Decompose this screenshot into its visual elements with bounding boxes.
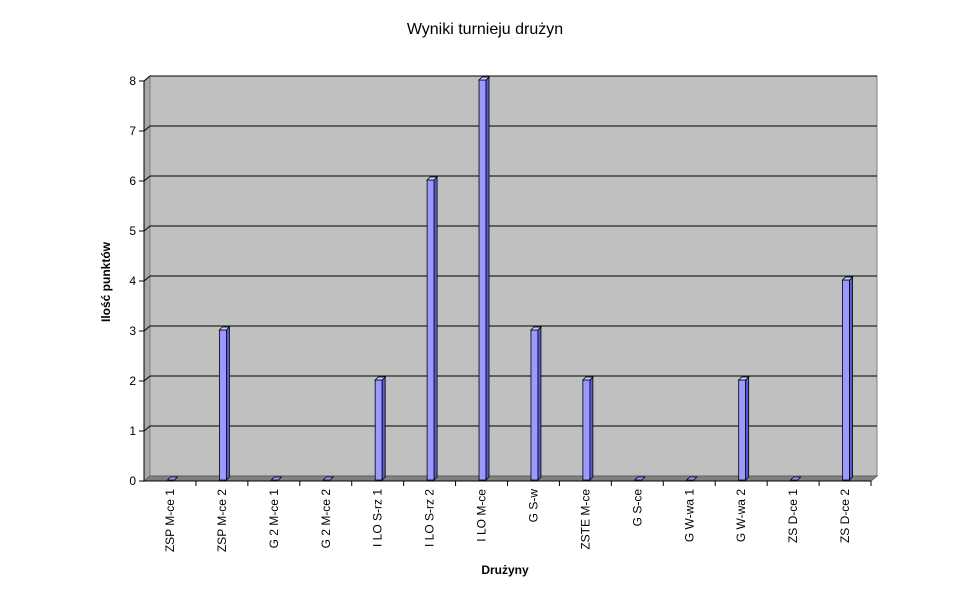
bar-flat: [789, 476, 802, 481]
gridline-side: [143, 375, 151, 382]
bar: [789, 476, 802, 481]
bar-side: [589, 376, 594, 481]
bar-face: [530, 329, 539, 481]
bar: [581, 376, 594, 481]
y-tick-label: 0: [129, 474, 136, 488]
bar-side: [225, 326, 230, 481]
y-tick-labels: 0 1 2 3 4 5 6 7 8: [129, 74, 136, 488]
plot-floor: [142, 475, 879, 482]
y-axis-title: Ilość punktów: [99, 241, 113, 322]
x-tick-label: G 2 M-ce 2: [319, 489, 333, 549]
gridlines: [143, 75, 877, 432]
gridline-side: [143, 75, 151, 82]
bar-flat: [633, 476, 646, 481]
gridline-side: [143, 275, 151, 282]
x-tick-labels: ZSP M-ce 1 ZSP M-ce 2 G 2 M-ce 1 G 2 M-ce 2…: [163, 489, 852, 552]
y-tick-label: 8: [129, 74, 136, 88]
gridline-side: [143, 125, 151, 132]
bar: [166, 476, 179, 481]
x-tick-label: ZS D-ce 1: [786, 489, 800, 543]
bar: [737, 376, 750, 481]
bar-flat: [322, 476, 335, 481]
bar-side: [745, 376, 750, 481]
x-tick-label: I LO S-rz 2: [423, 489, 437, 547]
bar-side: [537, 326, 542, 481]
axes: [139, 80, 872, 486]
x-tick-label: ZSP M-ce 1: [163, 489, 177, 552]
bar-top: [478, 76, 491, 81]
bar-side: [433, 176, 438, 481]
y-tick-label: 5: [129, 224, 136, 238]
bar: [270, 476, 283, 481]
bar: [529, 326, 542, 481]
gridline-side: [143, 425, 151, 432]
bar: [685, 476, 698, 481]
bar-top: [581, 376, 594, 381]
bar-side: [485, 76, 490, 481]
bar-top: [737, 376, 750, 381]
bar-flat: [166, 476, 179, 481]
bar-top: [841, 276, 854, 281]
bar-flat: [270, 476, 283, 481]
x-tick-label: G W-wa 2: [734, 489, 748, 542]
bar: [322, 476, 335, 481]
bar-top: [426, 176, 439, 181]
y-tick-label: 4: [129, 274, 136, 288]
x-axis-title: Drużyny: [481, 563, 529, 577]
bar-face: [374, 379, 383, 481]
chart-title: Wyniki turnieju drużyn: [406, 21, 564, 38]
bar: [841, 276, 854, 481]
bar-face: [218, 329, 227, 481]
bar-face: [478, 79, 487, 481]
gridline-side: [143, 325, 151, 332]
bar-face: [842, 279, 850, 481]
bar: [218, 326, 231, 481]
x-tick-label: I LO M-ce: [475, 489, 489, 542]
bar: [478, 76, 491, 481]
bar-side: [849, 276, 853, 481]
bar: [633, 476, 646, 481]
x-tick-label: ZSP M-ce 2: [215, 489, 229, 552]
bar-top: [529, 326, 542, 331]
x-tick-label: G 2 M-ce 1: [267, 489, 281, 549]
bar-top: [374, 376, 387, 381]
bar-face: [426, 179, 435, 481]
x-tick-label: G S-ce: [630, 489, 644, 527]
y-tick-label: 6: [129, 174, 136, 188]
plot-area: [142, 74, 879, 483]
x-tick-label: ZSTE M-ce: [578, 489, 592, 550]
bar-flat: [685, 476, 698, 481]
x-tick-label: I LO S-rz 1: [371, 489, 385, 547]
bar-top: [218, 326, 231, 331]
x-tick-label: G W-wa 1: [682, 489, 696, 542]
y-tick-label: 2: [129, 374, 136, 388]
bar-side: [381, 376, 386, 481]
bar: [426, 176, 439, 481]
x-tick-label: G S-w: [526, 489, 540, 523]
gridline-side: [143, 225, 151, 232]
bar-face: [738, 379, 747, 481]
bars-group: [166, 76, 854, 481]
y-tick-label: 7: [129, 124, 136, 138]
y-tick-label: 3: [129, 324, 136, 338]
y-tick-label: 1: [129, 424, 136, 438]
bar-face: [582, 379, 591, 481]
gridline-side: [143, 175, 151, 182]
bar: [374, 376, 387, 481]
x-tick-label: ZS D-ce 2: [838, 489, 852, 543]
